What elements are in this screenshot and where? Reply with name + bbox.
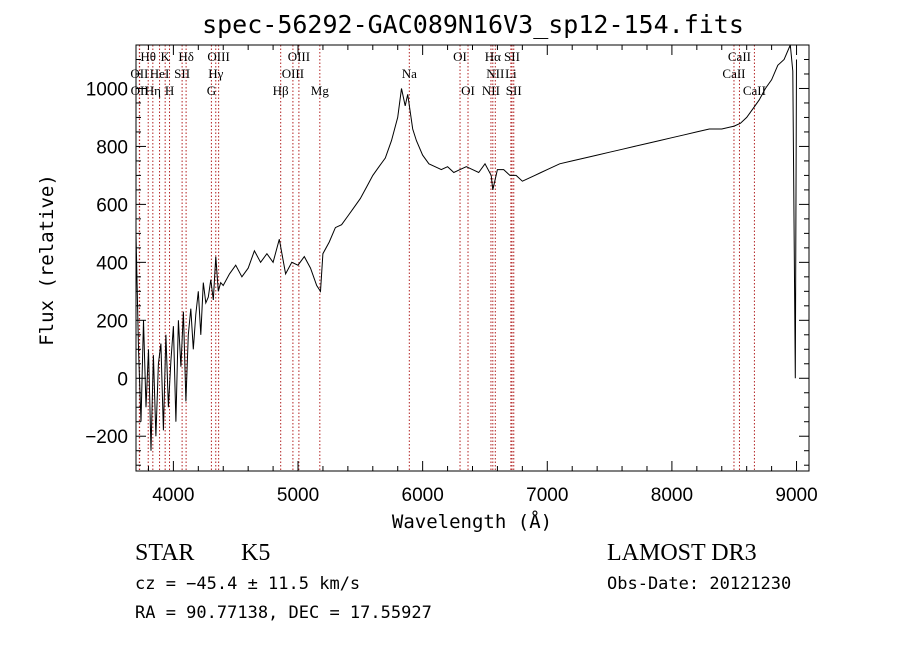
spectral-line-label: Mg xyxy=(311,83,330,98)
spectral-line-label: Hβ xyxy=(273,83,289,98)
y-axis-label: Flux (relative) xyxy=(36,174,58,346)
spectral-line-label: K xyxy=(160,49,170,64)
spectral-line-label: CaII xyxy=(722,66,745,81)
y-tick-label: −200 xyxy=(85,427,128,448)
spectral-line-label: Hη xyxy=(145,83,161,98)
spectral-line-label: Na xyxy=(402,66,417,81)
y-tick-label: 800 xyxy=(96,137,128,158)
spectral-line-label: SII xyxy=(504,49,520,64)
spectral-line-label: Hγ xyxy=(208,66,223,81)
spectral-line-label: HeI xyxy=(150,66,170,81)
y-tick-label: 400 xyxy=(96,253,128,274)
spectral-line-label: Li xyxy=(505,66,517,81)
y-tick-label: 0 xyxy=(117,369,128,390)
obs-date: Obs-Date: 20121230 xyxy=(607,574,792,594)
x-tick-label: 9000 xyxy=(775,485,817,506)
spectral-line-label: Hδ xyxy=(178,49,194,64)
flux-series-line xyxy=(135,44,797,451)
redshift-info: cz = −45.4 ± 11.5 km/s xyxy=(135,574,361,594)
x-tick-label: 8000 xyxy=(651,485,693,506)
spectral-line-label: OI xyxy=(461,83,475,98)
object-subclass: K5 xyxy=(241,540,271,566)
survey-name: LAMOST DR3 xyxy=(607,540,757,566)
spectral-line-label: OIII xyxy=(282,66,304,81)
spectral-line-label: OIII xyxy=(207,49,229,64)
x-tick-label: 5000 xyxy=(277,485,319,506)
chart-title: spec-56292-GAC089N16V3_sp12-154.fits xyxy=(202,10,744,39)
coordinates: RA = 90.77138, DEC = 17.55927 xyxy=(135,603,432,623)
spectral-line-label: OII xyxy=(131,83,149,98)
spectral-line-label: NII xyxy=(486,66,504,81)
spectral-line-label: H xyxy=(165,83,174,98)
y-tick-label: 1000 xyxy=(86,79,128,100)
y-tick-label: 600 xyxy=(96,195,128,216)
spectral-line-label: Hα xyxy=(485,49,501,64)
y-tick-label: 200 xyxy=(96,311,128,332)
spectral-line-label: OIII xyxy=(288,49,310,64)
spectral-line-label: CaII xyxy=(743,83,766,98)
spectral-line-label: SII xyxy=(506,83,522,98)
object-class: STAR xyxy=(135,540,195,566)
x-tick-label: 7000 xyxy=(526,485,568,506)
spectral-line-label: Hθ xyxy=(140,49,156,64)
spectral-line-label: NII xyxy=(482,83,500,98)
spectral-line-label: CaII xyxy=(728,49,751,64)
x-tick-label: 6000 xyxy=(402,485,444,506)
x-tick-label: 4000 xyxy=(152,485,194,506)
spectral-line-label: G xyxy=(207,83,216,98)
spectral-line-label: SII xyxy=(174,66,190,81)
plot-frame xyxy=(135,44,810,472)
x-axis-label: Wavelength (Å) xyxy=(392,510,552,533)
spectral-line-label: OI xyxy=(453,49,467,64)
